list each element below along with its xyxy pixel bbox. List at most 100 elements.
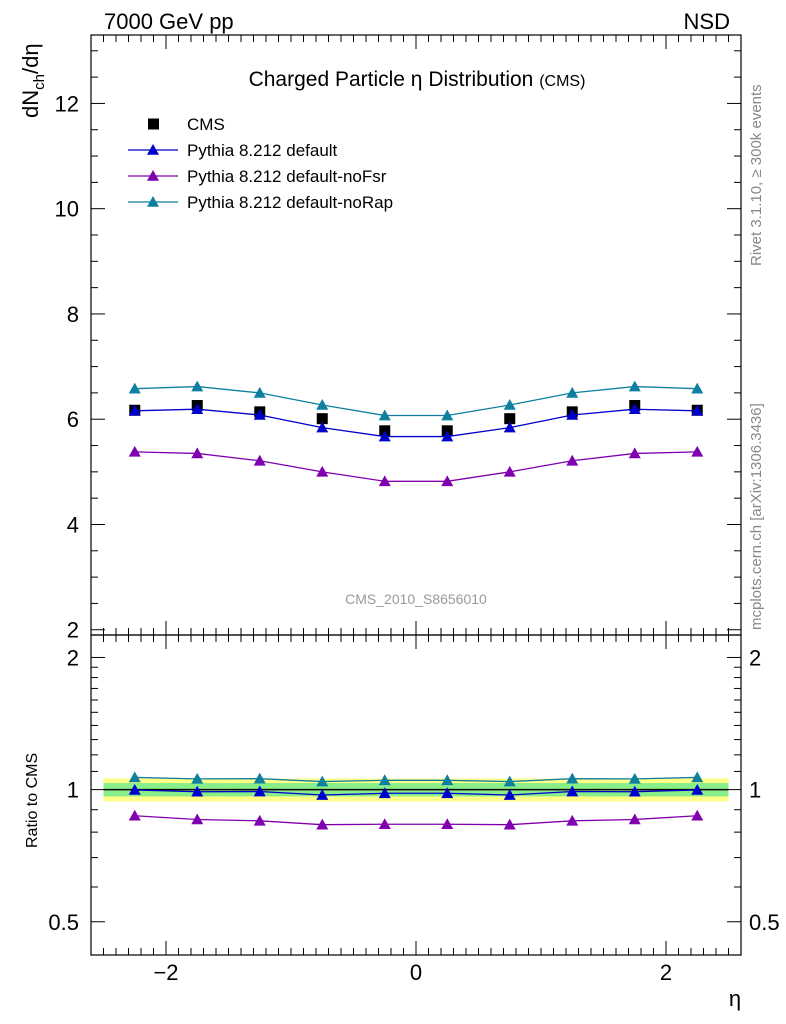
ratio-y-tick-label-right: 0.5 [749, 910, 780, 935]
ratio-point-pythia-8-212-default-norap [628, 772, 641, 784]
legend: CMS Pythia 8.212 default Pythia 8.212 defa… [128, 115, 393, 212]
series-line-pythia-8-212-default-norap [134, 385, 698, 417]
ratio-point-pythia-8-212-default [378, 787, 391, 799]
point-pythia-8-212-default-norap [691, 382, 704, 394]
ratio-point-pythia-8-212-default-nofsr [253, 814, 266, 826]
rivet-label: Rivet 3.1.10, ≥ 300k events [748, 84, 765, 266]
point-pythia-8-212-default-nofsr [628, 447, 641, 459]
point-pythia-8-212-default-norap [441, 409, 454, 421]
point-pythia-8-212-default [316, 421, 329, 433]
ratio-point-pythia-8-212-default-nofsr [503, 818, 516, 830]
point-cms [316, 413, 328, 425]
y-tick-label: 10 [55, 197, 79, 222]
ratio-point-pythia-8-212-default [253, 785, 266, 797]
main-y-label: dNch/dη [18, 43, 48, 118]
point-pythia-8-212-default-norap [128, 382, 141, 394]
point-pythia-8-212-default-nofsr [316, 465, 329, 477]
y-tick-label: 2 [67, 618, 79, 643]
y-tick-label: 8 [67, 302, 79, 327]
point-pythia-8-212-default-nofsr [503, 465, 516, 477]
ratio-point-pythia-8-212-default [628, 785, 641, 797]
ratio-point-pythia-8-212-default-norap [566, 772, 579, 784]
ratio-line-pythia-8-212-default [134, 789, 698, 796]
point-pythia-8-212-default-nofsr [441, 475, 454, 487]
analysis-watermark: CMS_2010_S8656010 [345, 591, 487, 607]
x-tick-label: 0 [410, 960, 422, 985]
point-pythia-8-212-default [128, 404, 141, 416]
ratio-point-pythia-8-212-default-nofsr [128, 809, 141, 821]
point-pythia-8-212-default [191, 403, 204, 415]
mcplots-label: mcplots.cern.ch [arXiv:1306.3436] [748, 403, 765, 630]
main-y-label-dn: dN [18, 90, 43, 118]
ratio-point-pythia-8-212-default-nofsr [628, 813, 641, 825]
main-y-label-sub: ch [31, 74, 48, 90]
ratio-point-pythia-8-212-default [503, 789, 516, 800]
legend-label-pythia-8-212-default-norap: Pythia 8.212 default-noRap [187, 193, 393, 212]
point-pythia-8-212-default [628, 403, 641, 415]
point-cms [504, 413, 516, 425]
legend-label-pythia-8-212-default: Pythia 8.212 default [187, 141, 338, 160]
point-pythia-8-212-default-norap [253, 386, 266, 398]
point-pythia-8-212-default-nofsr [691, 445, 704, 457]
ratio-point-pythia-8-212-default [441, 787, 454, 799]
main-data [128, 380, 704, 487]
legend-marker-pythia-8-212-default-norap [147, 196, 159, 207]
y-tick-label: 12 [55, 91, 79, 116]
x-axis-label: η [729, 986, 741, 1011]
ratio-point-pythia-8-212-default [691, 783, 704, 795]
energy-label: 7000 GeV pp [104, 9, 234, 34]
point-pythia-8-212-default-norap [566, 386, 579, 398]
ratio-point-pythia-8-212-default-norap [691, 771, 704, 783]
ratio-point-pythia-8-212-default-norap [316, 775, 329, 787]
chart-title-suffix: (CMS) [539, 73, 585, 90]
ratio-point-pythia-8-212-default-nofsr [316, 818, 329, 830]
main-ticks: 2 4 6 8 10 12 [55, 35, 741, 643]
y-tick-label: 4 [67, 512, 79, 537]
process-label: NSD [684, 9, 730, 34]
ratio-point-pythia-8-212-default-nofsr [441, 818, 454, 830]
ratio-point-pythia-8-212-default [191, 785, 204, 797]
ratio-y-tick-label: 0.5 [48, 910, 79, 935]
x-tick-label: 2 [660, 960, 672, 985]
ratio-point-pythia-8-212-default [128, 783, 141, 795]
ratio-data [128, 771, 704, 830]
ratio-point-pythia-8-212-default-norap [253, 772, 266, 784]
ratio-line-pythia-8-212-default-norap [134, 776, 698, 783]
series-line-pythia-8-212-default [134, 408, 698, 438]
ratio-point-pythia-8-212-default-norap [191, 772, 204, 784]
ratio-point-pythia-8-212-default-norap [128, 771, 141, 783]
point-pythia-8-212-default [253, 409, 266, 420]
legend-label-cms: CMS [187, 115, 225, 134]
ratio-point-pythia-8-212-default-nofsr [691, 809, 704, 821]
point-pythia-8-212-default-norap [316, 399, 329, 410]
series-line-pythia-8-212-default-nofsr [134, 451, 698, 482]
ratio-y-tick-label: 1 [67, 778, 79, 803]
point-pythia-8-212-default [566, 409, 579, 420]
point-pythia-8-212-default-nofsr [128, 445, 141, 457]
point-pythia-8-212-default-norap [628, 380, 641, 392]
point-pythia-8-212-default-nofsr [566, 454, 579, 466]
point-pythia-8-212-default-nofsr [253, 454, 266, 466]
ratio-y-tick-label: 2 [67, 645, 79, 670]
point-pythia-8-212-default-norap [191, 380, 204, 392]
main-y-label-rest: /dη [18, 43, 43, 74]
ratio-point-pythia-8-212-default-nofsr [191, 813, 204, 825]
legend-marker-pythia-8-212-default-nofsr [147, 170, 159, 181]
point-pythia-8-212-default [378, 430, 391, 442]
point-pythia-8-212-default [441, 430, 454, 442]
ratio-point-pythia-8-212-default-norap [503, 775, 516, 787]
chart-title-main: Charged Particle η Distribution [249, 68, 534, 91]
legend-marker-pythia-8-212-default [147, 144, 159, 155]
ratio-point-pythia-8-212-default [316, 789, 329, 800]
ratio-y-tick-label-right: 2 [749, 645, 761, 670]
ratio-point-pythia-8-212-default-nofsr [378, 818, 391, 830]
legend-label-pythia-8-212-default-nofsr: Pythia 8.212 default-noFsr [187, 167, 387, 186]
ratio-y-label: Ratio to CMS [24, 753, 41, 848]
ratio-point-pythia-8-212-default-norap [378, 774, 391, 786]
ratio-point-pythia-8-212-default [566, 785, 579, 797]
ratio-line-pythia-8-212-default-nofsr [134, 815, 698, 826]
point-pythia-8-212-default-norap [378, 409, 391, 421]
chart-title: Charged Particle η Distribution (CMS) [249, 68, 586, 91]
ratio-ticks: 0.5 0.5 1 1 2 2 −2 0 2 [48, 635, 780, 985]
